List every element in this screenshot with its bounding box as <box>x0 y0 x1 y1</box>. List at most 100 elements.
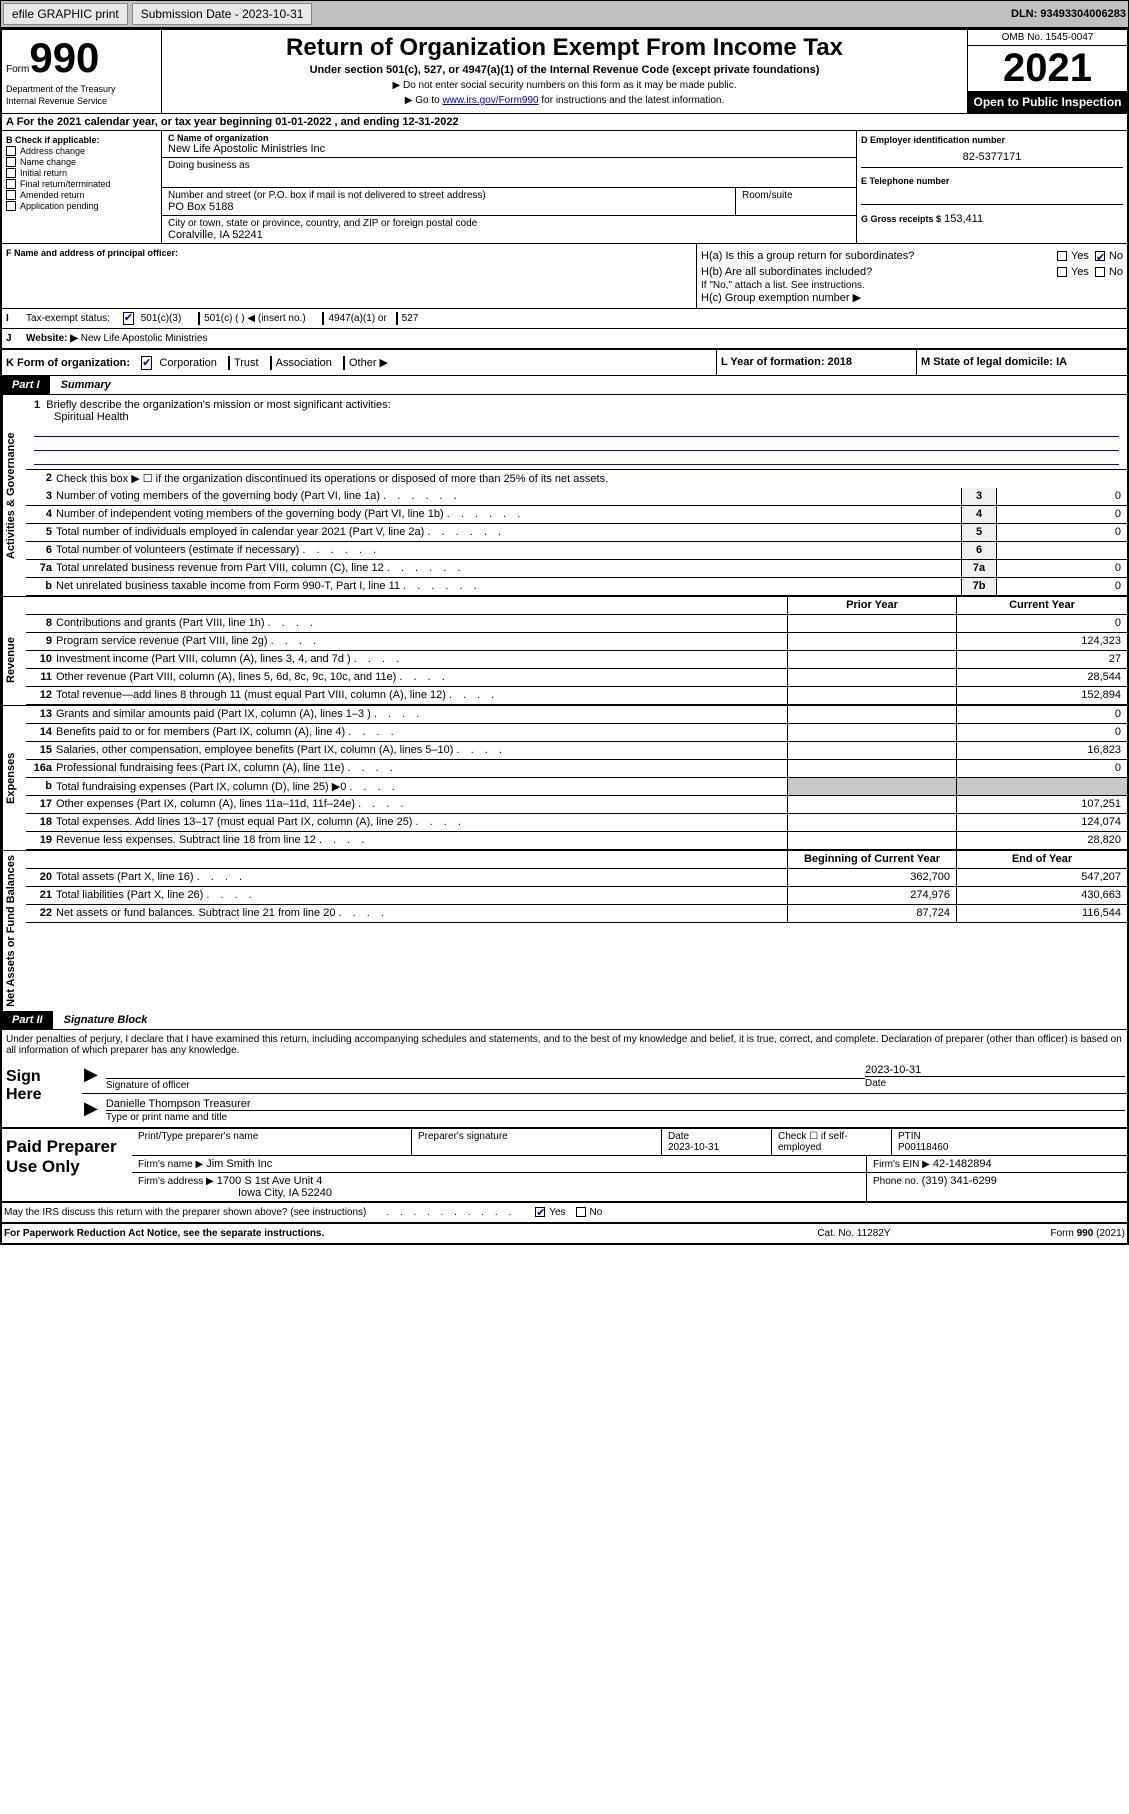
chk-501c[interactable] <box>198 312 200 325</box>
discuss-no[interactable] <box>576 1207 586 1217</box>
lbl-amended: Amended return <box>20 190 85 200</box>
chk-application-pending[interactable] <box>6 201 16 211</box>
opt-assoc: Association <box>276 357 332 369</box>
section-j: J Website: ▶ New Life Apostolic Ministri… <box>2 329 1127 350</box>
tax-year-row: A For the 2021 calendar year, or tax yea… <box>2 114 1127 131</box>
website-label: Website: ▶ <box>26 333 78 344</box>
chk-amended[interactable] <box>6 190 16 200</box>
table-row: 12 Total revenue—add lines 8 through 11 … <box>26 687 1127 705</box>
city-label: City or town, state or province, country… <box>168 218 850 229</box>
part2-badge: Part II <box>2 1011 53 1029</box>
section-fgh: F Name and address of principal officer:… <box>2 244 1127 309</box>
chk-assoc[interactable] <box>270 356 272 370</box>
table-row: 22 Net assets or fund balances. Subtract… <box>26 905 1127 923</box>
part1-badge: Part I <box>2 376 50 394</box>
principal-officer-label: F Name and address of principal officer: <box>6 248 692 258</box>
opt-527: 527 <box>402 313 419 324</box>
discuss-yes-lbl: Yes <box>549 1207 565 1218</box>
sign-here-label: Sign Here <box>2 1060 82 1127</box>
gross-receipts-value: 153,411 <box>944 213 983 225</box>
hb-no[interactable] <box>1095 267 1105 277</box>
chk-527[interactable] <box>396 312 398 325</box>
ha-no-lbl: No <box>1109 250 1123 262</box>
street-address: PO Box 5188 <box>168 201 729 213</box>
gross-receipts-label: G Gross receipts $ <box>861 214 941 224</box>
chk-trust[interactable] <box>228 356 230 370</box>
footer-row: For Paperwork Reduction Act Notice, see … <box>2 1224 1127 1243</box>
chk-initial-return[interactable] <box>6 168 16 178</box>
firm-name: Jim Smith Inc <box>206 1158 272 1170</box>
assets-header-row: Net Assets or Fund Balances Beginning of… <box>2 850 1127 1011</box>
cat-no: Cat. No. 11282Y <box>817 1228 890 1239</box>
hb-yes-lbl: Yes <box>1071 266 1089 278</box>
ha-yes[interactable] <box>1057 251 1067 261</box>
city-address: Coralville, IA 52241 <box>168 229 850 241</box>
pycy-header-row: Prior YearCurrent Year <box>2 596 1127 615</box>
paperwork-notice: For Paperwork Reduction Act Notice, see … <box>4 1228 324 1239</box>
sig-arrow-icon: ▶ <box>84 1064 98 1091</box>
ein-label: D Employer identification number <box>861 135 1123 145</box>
table-row: 14 Benefits paid to or for members (Part… <box>26 724 1127 742</box>
efile-print-button[interactable]: efile GRAPHIC print <box>3 3 128 25</box>
vert-assets: Net Assets or Fund Balances <box>2 851 26 1011</box>
paid-phone: (319) 341-6299 <box>922 1175 997 1187</box>
ha-yes-lbl: Yes <box>1071 250 1089 262</box>
table-row: 16a Professional fundraising fees (Part … <box>26 760 1127 778</box>
discuss-no-lbl: No <box>590 1207 603 1218</box>
begin-year-header: Beginning of Current Year <box>787 851 957 868</box>
chk-name-change[interactable] <box>6 157 16 167</box>
submission-date-button[interactable]: Submission Date - 2023-10-31 <box>132 3 313 25</box>
table-row: 10 Investment income (Part VIII, column … <box>26 651 1127 669</box>
chk-other[interactable] <box>343 356 345 370</box>
hb-yes[interactable] <box>1057 267 1067 277</box>
ha-no[interactable] <box>1095 251 1105 261</box>
table-row: 9 Program service revenue (Part VIII, li… <box>26 633 1127 651</box>
instruction-ssn: ▶ Do not enter social security numbers o… <box>170 80 959 91</box>
chk-4947[interactable] <box>322 312 324 325</box>
gov-row: 3 Number of voting members of the govern… <box>26 488 1127 506</box>
part2-title: Signature Block <box>56 1011 156 1029</box>
irs-form990-link[interactable]: www.irs.gov/Form990 <box>442 95 538 106</box>
lbl-pending: Application pending <box>20 201 99 211</box>
section-b-label: B Check if applicable: <box>6 135 157 145</box>
q1-text: Briefly describe the organization's miss… <box>46 399 390 411</box>
section-abcd: B Check if applicable: Address change Na… <box>2 131 1127 244</box>
opt-corp: Corporation <box>159 357 216 369</box>
lbl-address-change: Address change <box>20 146 85 156</box>
org-name: New Life Apostolic Ministries Inc <box>168 143 850 155</box>
part1-title: Summary <box>53 376 119 394</box>
section-a-label: A <box>6 116 17 128</box>
vert-revenue: Revenue <box>2 615 26 705</box>
revenue-section: Revenue 8 Contributions and grants (Part… <box>2 615 1127 705</box>
chk-corp[interactable] <box>141 356 152 370</box>
chk-501c3[interactable] <box>123 312 134 325</box>
sign-here-section: Sign Here ▶ Signature of officer 2023-10… <box>2 1060 1127 1129</box>
governance-section: Activities & Governance 1 Briefly descri… <box>2 395 1127 596</box>
q2-text: Check this box ▶ ☐ if the organization d… <box>56 470 1127 488</box>
paid-preparer-label: Paid Preparer Use Only <box>2 1129 132 1201</box>
instruction-link: ▶ Go to www.irs.gov/Form990 for instruct… <box>170 95 959 106</box>
paid-phone-label: Phone no. <box>873 1176 919 1187</box>
chk-final-return[interactable] <box>6 179 16 189</box>
prior-year-header: Prior Year <box>787 597 957 614</box>
table-row: 20 Total assets (Part X, line 16) . . . … <box>26 869 1127 887</box>
firm-ein: 42-1482894 <box>933 1158 992 1170</box>
firm-addr1: 1700 S 1st Ave Unit 4 <box>217 1175 323 1187</box>
part1-header-row: Part I Summary <box>2 376 1127 395</box>
signer-name: Danielle Thompson Treasurer <box>106 1098 1125 1110</box>
form-container: Form990 Department of the Treasury Inter… <box>0 28 1129 1245</box>
col-preparer: Print/Type preparer's name <box>132 1129 412 1155</box>
dots: . . . . . . . . . . <box>386 1207 515 1218</box>
col-ptin: PTIN <box>898 1131 921 1142</box>
perjury-statement: Under penalties of perjury, I declare th… <box>2 1030 1127 1060</box>
gov-row: 6 Total number of volunteers (estimate i… <box>26 542 1127 560</box>
room-label: Room/suite <box>742 190 850 201</box>
chk-address-change[interactable] <box>6 146 16 156</box>
instr-suffix: for instructions and the latest informat… <box>539 95 725 106</box>
open-to-public: Open to Public Inspection <box>968 91 1127 113</box>
discuss-yes[interactable] <box>535 1207 545 1217</box>
opt-4947: 4947(a)(1) or <box>328 313 386 324</box>
firm-ein-label: Firm's EIN ▶ <box>873 1159 930 1170</box>
tax-year-text: For the 2021 calendar year, or tax year … <box>17 116 459 128</box>
tax-exempt-label: Tax-exempt status: <box>26 313 110 324</box>
